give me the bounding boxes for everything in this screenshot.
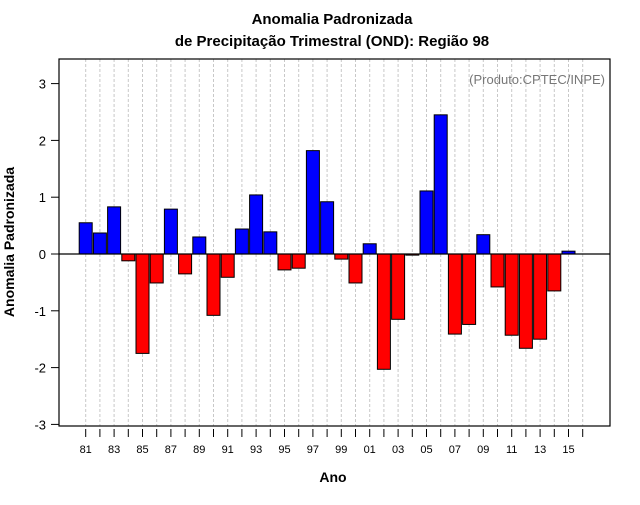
bar-1998 (320, 201, 335, 255)
y-tick-label: -3 (34, 417, 46, 432)
x-tick-label: 81 (80, 444, 92, 456)
bar-2001 (362, 243, 377, 255)
x-tick-label: 05 (420, 444, 432, 456)
x-tick-label: 15 (562, 444, 574, 456)
bar-2007 (447, 253, 462, 335)
bar-1990 (206, 253, 221, 316)
bar-1982 (92, 232, 107, 255)
x-tick-label: 09 (477, 444, 489, 456)
bar-1997 (305, 150, 320, 255)
grid-lines (85, 59, 584, 426)
bar-1993 (249, 194, 264, 255)
x-tick-label: 11 (506, 444, 517, 456)
bar-1988 (178, 253, 193, 275)
x-tick-label: 13 (534, 444, 546, 456)
x-tick-label: 07 (449, 444, 461, 456)
chart-title-line-1: Anomalia Padronizada (252, 11, 414, 28)
chart-title-line-2: de Precipitação Trimestral (OND): Região… (175, 33, 489, 50)
plot-frame (58, 58, 611, 427)
bar-2011 (504, 253, 519, 336)
x-tick-label: 97 (307, 444, 319, 456)
bar-2005 (419, 190, 434, 255)
y-tick-label: 3 (39, 77, 46, 92)
x-tick-label: 89 (193, 444, 205, 456)
y-tick-label: 2 (39, 133, 46, 148)
x-tick-label: 01 (364, 444, 376, 456)
bar-1999 (334, 253, 349, 260)
y-tick-label: 0 (39, 247, 46, 262)
y-tick-label: -2 (34, 361, 46, 376)
x-tick-label: 87 (165, 444, 177, 456)
bar-2009 (476, 234, 491, 255)
annotation-source: (Produto:CPTEC/INPE) (469, 72, 605, 87)
bar-1986 (149, 253, 164, 284)
bar-1995 (277, 253, 292, 271)
bar-1991 (220, 253, 235, 278)
bar-2002 (376, 253, 391, 370)
bar-2013 (533, 253, 548, 340)
bar-1983 (107, 206, 122, 255)
x-tick-label: 03 (392, 444, 404, 456)
x-tick-label: 83 (108, 444, 120, 456)
bar-2003 (391, 253, 406, 320)
bar-2006 (433, 114, 448, 255)
bar-1996 (291, 253, 306, 269)
bar-2010 (490, 253, 505, 288)
bar-1984 (121, 253, 136, 262)
x-tick-label: 95 (278, 444, 290, 456)
bar-1981 (78, 222, 93, 255)
y-tick-label: 1 (39, 190, 46, 205)
bar-2008 (462, 253, 477, 325)
bar-2000 (348, 253, 363, 284)
x-tick-label: 91 (222, 444, 234, 456)
bar-2014 (547, 253, 562, 292)
bars (78, 114, 576, 370)
x-tick-label: 93 (250, 444, 262, 456)
x-tick-label: 85 (136, 444, 148, 456)
bar-1992 (234, 228, 249, 255)
x-axis: 81 83 85 87 89 91 93 95 97 99 01 03 05 07 09 11 13 15 (80, 429, 584, 456)
y-tick-label: -1 (34, 304, 46, 319)
x-axis-label: Ano (319, 469, 346, 485)
bar-1989 (192, 236, 207, 255)
y-axis: -3 -2 -1 0 1 2 3 (34, 77, 59, 432)
y-axis-label: Anomalia Padronizada (1, 167, 17, 317)
bar-2012 (518, 253, 533, 349)
bar-1985 (135, 253, 150, 354)
x-tick-label: 99 (335, 444, 347, 456)
bar-1987 (163, 208, 178, 255)
bar-1994 (263, 231, 278, 255)
